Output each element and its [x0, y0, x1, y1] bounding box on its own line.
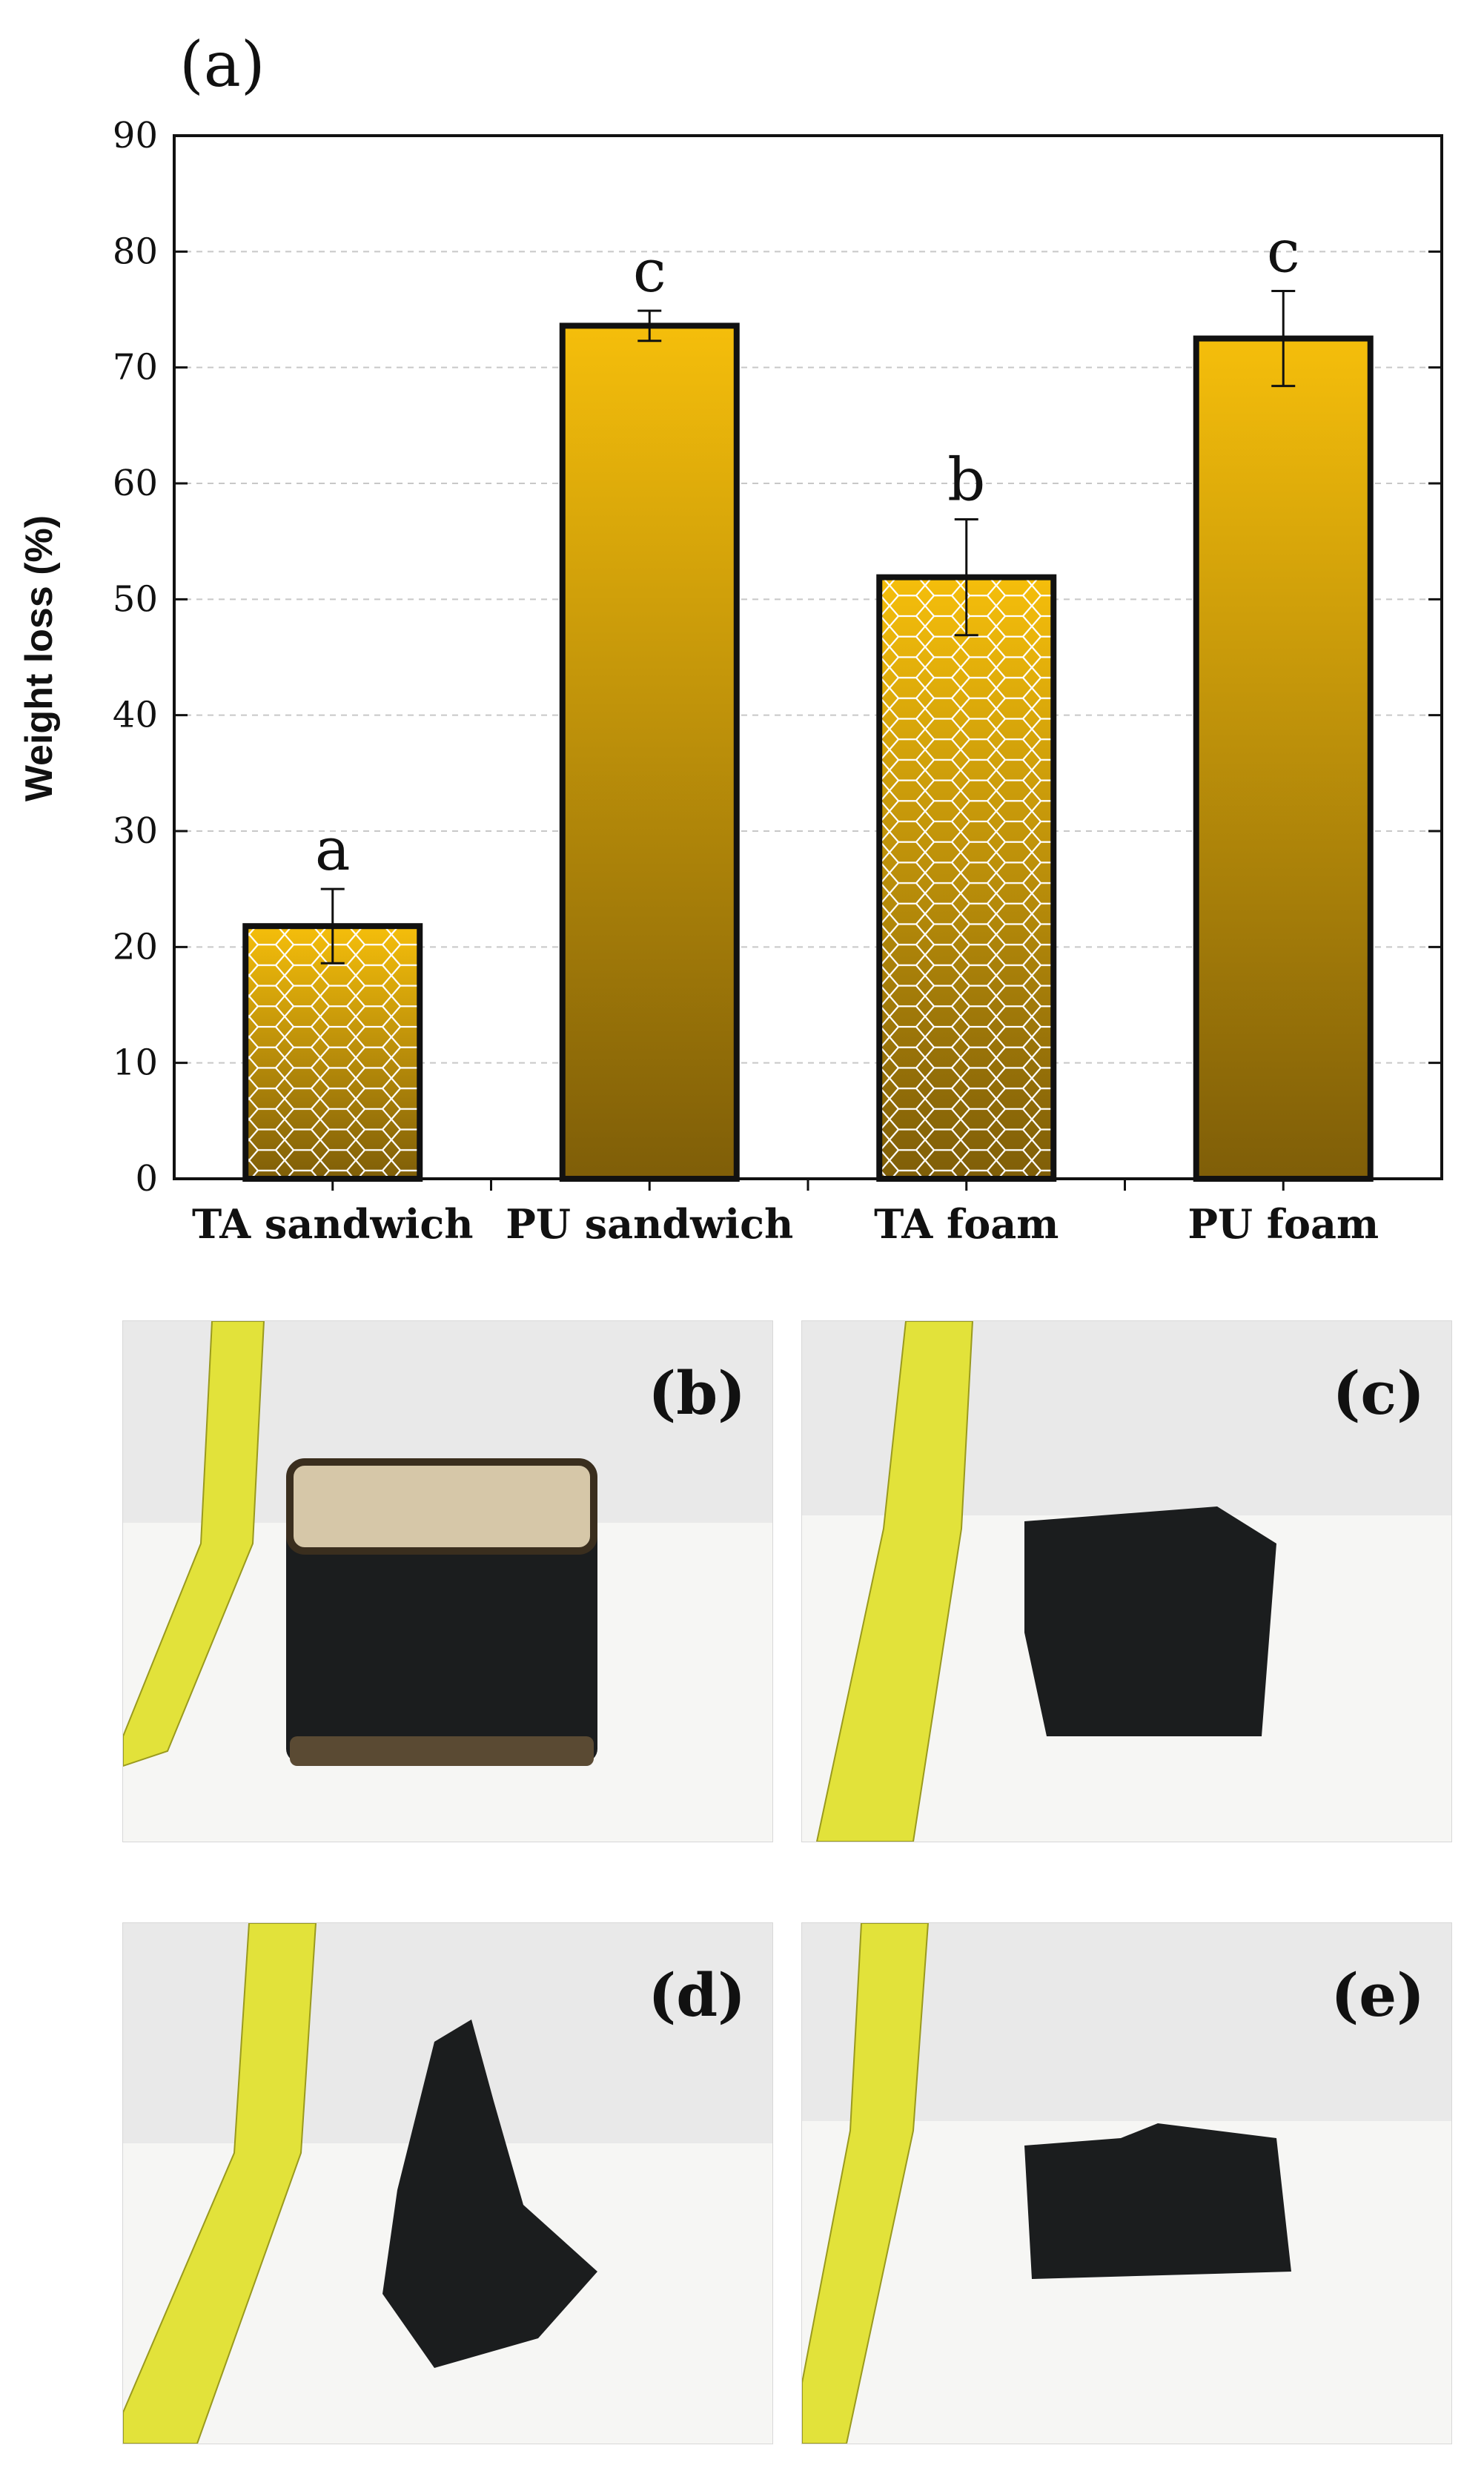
x-tick-label: PU sandwich: [506, 1200, 793, 1248]
bar-ta-foam: b: [876, 445, 1057, 1182]
photo-ta-foam-residue: (d): [122, 1922, 773, 2444]
bar-pu-sandwich: c: [559, 236, 740, 1182]
error-bar: [320, 887, 345, 965]
bar: [559, 322, 740, 1182]
error-bar: [1271, 289, 1296, 388]
error-bar: [954, 517, 978, 637]
y-axis-label: Weight loss (%): [18, 515, 61, 801]
bar-hatch: [882, 580, 1051, 1176]
y-tick-label: 40: [113, 695, 158, 736]
y-tick-label: 50: [113, 578, 158, 620]
photo-pu-foam-residue: (e): [801, 1922, 1452, 2444]
panel-label-b: (b): [648, 1358, 746, 1428]
y-tick-label: 80: [113, 231, 158, 272]
y-tick-label: 10: [113, 1042, 158, 1084]
y-tick-label: 60: [113, 463, 158, 504]
photo-ta-sandwich-residue: (b): [122, 1320, 773, 1842]
y-tick-label: 0: [135, 1158, 158, 1200]
significance-letter: c: [633, 236, 666, 305]
weight-loss-bar-chart: a c b c 0 10 20 30 40 50 60 70 80 90 TA sandwich PU sa…: [18, 115, 1443, 1248]
y-tick-label: 90: [113, 115, 158, 156]
y-tick-label: 20: [113, 926, 158, 967]
bar: [1193, 335, 1374, 1182]
bar-ta-sandwich: a: [242, 815, 423, 1182]
bar-hatch: [248, 929, 417, 1176]
panel-label-e: (e): [1331, 1960, 1425, 2030]
photo-pu-sandwich-residue: (c): [801, 1320, 1452, 1842]
y-tick-label: 70: [113, 347, 158, 388]
significance-letter: a: [315, 815, 351, 884]
x-tick-label: PU foam: [1187, 1200, 1379, 1248]
panel-label-a: (a): [179, 28, 265, 101]
panel-label-c: (c): [1332, 1358, 1425, 1428]
x-tick-label: TA sandwich: [192, 1200, 473, 1248]
panel-label-d: (d): [648, 1960, 746, 2030]
error-bar: [637, 309, 662, 343]
significance-letter: b: [947, 445, 985, 514]
bar-pu-foam: c: [1193, 216, 1374, 1182]
x-tick-label: TA foam: [874, 1200, 1059, 1248]
significance-letter: c: [1267, 216, 1300, 285]
y-tick-label: 30: [113, 810, 158, 852]
